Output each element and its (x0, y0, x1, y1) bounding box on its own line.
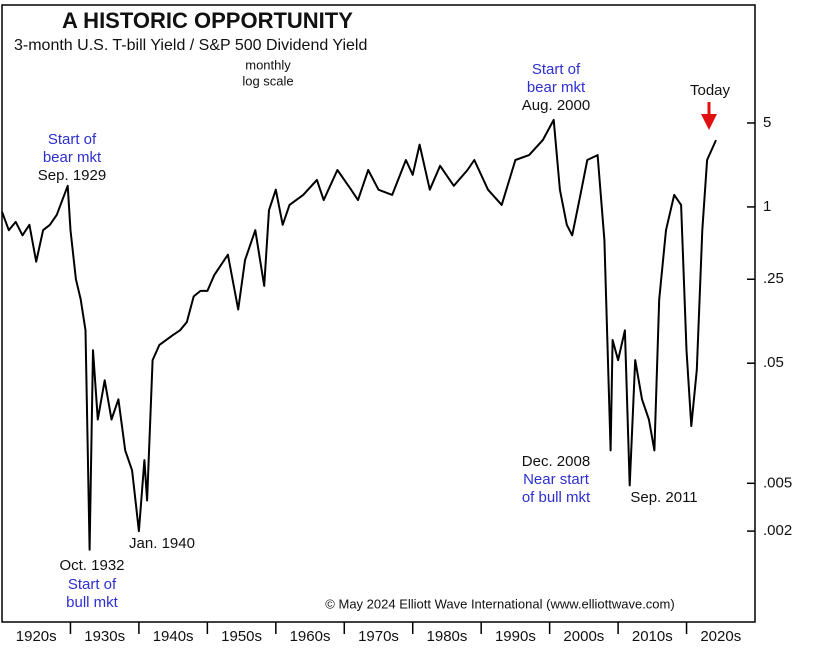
annotation: Sep. 2011 (630, 489, 697, 506)
chart-subtitle: 3-month U.S. T-bill Yield / S&P 500 Divi… (14, 37, 367, 54)
x-tick-label: 1980s (427, 628, 468, 645)
data-line (1, 118, 717, 551)
x-tick-label: 2010s (632, 628, 673, 645)
annotation: Today (690, 82, 731, 99)
annotation: Aug. 2000 (522, 97, 590, 114)
x-tick-label: 1950s (221, 628, 262, 645)
x-tick-label: 1970s (358, 628, 399, 645)
annotation: Dec. 2008 (522, 453, 590, 470)
today-arrow (701, 102, 717, 130)
x-tick-label: 1930s (84, 628, 125, 645)
x-tick-label: 1940s (153, 628, 194, 645)
y-tick-label: .002 (763, 522, 792, 539)
annotation: Near start (523, 471, 590, 488)
source-note: © May 2024 Elliott Wave International (w… (325, 596, 674, 611)
y-tick-label: .05 (763, 354, 784, 371)
x-tick-label: 1990s (495, 628, 536, 645)
y-tick-label: 1 (763, 198, 771, 215)
annotation: Oct. 1932 (59, 557, 124, 574)
chart-title: A HISTORIC OPPORTUNITY (62, 8, 353, 33)
x-tick-label: 1920s (16, 628, 57, 645)
annotation: of bull mkt (522, 489, 591, 506)
annotation: Start of (68, 576, 117, 593)
annotation: Jan. 1940 (129, 535, 195, 552)
y-tick-label: .005 (763, 474, 792, 491)
x-tick-label: 2000s (563, 628, 604, 645)
y-tick-label: .25 (763, 270, 784, 287)
annotation: Sep. 1929 (38, 167, 106, 184)
annotation: bear mkt (43, 149, 102, 166)
annotation: monthly (245, 57, 291, 72)
annotation: log scale (242, 73, 293, 88)
y-tick-label: 5 (763, 114, 771, 131)
x-tick-label: 1960s (290, 628, 331, 645)
annotation: bull mkt (66, 594, 119, 611)
annotation: bear mkt (527, 79, 586, 96)
annotation: Start of (48, 131, 97, 148)
x-tick-label: 2020s (700, 628, 741, 645)
annotation: Start of (532, 61, 581, 78)
plot-frame (1, 4, 756, 623)
